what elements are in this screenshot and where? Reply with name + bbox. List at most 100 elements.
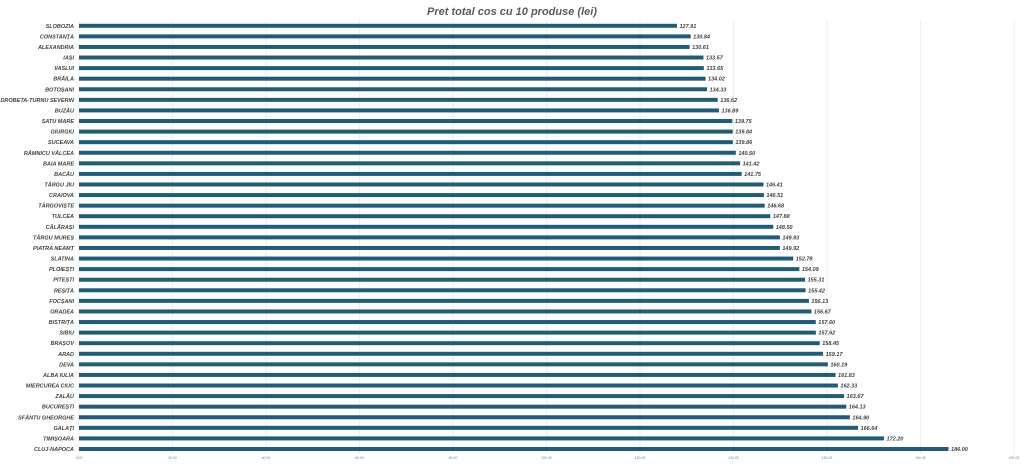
data-label: 141.75 [744, 172, 762, 178]
x-tick-label: 140.00 [728, 456, 739, 460]
x-tick-label: 80.00 [449, 456, 458, 460]
bar [79, 235, 780, 240]
category-label: VASLUI [54, 66, 74, 72]
category-label: ORADEA [50, 309, 74, 315]
bar [79, 404, 847, 409]
data-label: 149.92 [782, 246, 799, 252]
category-label: GALAȚI [54, 426, 75, 432]
category-label: CĂLĂRAȘI [46, 224, 75, 231]
bar [79, 288, 806, 293]
data-label: 149.93 [782, 235, 799, 241]
bar [79, 182, 764, 187]
bar [79, 330, 816, 335]
category-label: RÂMNICU VÂLCEA [24, 150, 74, 157]
data-label: 164.13 [849, 405, 866, 411]
category-label: BRĂILA [53, 76, 74, 83]
bar [79, 415, 850, 420]
data-label: 152.78 [796, 257, 814, 263]
category-label: BISTRIȚA [49, 320, 74, 326]
data-label: 139.75 [735, 119, 753, 125]
category-label: BRAȘOV [50, 341, 75, 347]
data-label: 146.51 [766, 193, 783, 199]
x-tick-label: 0.00 [76, 456, 83, 460]
data-label: 172.20 [887, 436, 904, 442]
bar [79, 203, 765, 208]
category-label: CRAIOVA [49, 193, 74, 199]
bar [79, 309, 812, 314]
category-label: TULCEA [52, 214, 74, 220]
x-tick-label: 160.00 [822, 456, 833, 460]
x-tick-label: 60.00 [355, 456, 364, 460]
bar [79, 23, 677, 28]
category-label: PITEȘTI [53, 278, 74, 284]
category-label: DEVA [59, 362, 74, 368]
data-label: 134.02 [708, 77, 725, 83]
data-label: 136.62 [720, 98, 737, 104]
bar [79, 171, 742, 176]
bar [79, 245, 780, 250]
data-label: 127.91 [679, 24, 696, 30]
bar [79, 341, 820, 346]
category-label: IAȘI [63, 56, 74, 62]
bar [79, 66, 704, 71]
bar [79, 129, 733, 134]
category-label: ARAD [57, 352, 74, 358]
bar [79, 224, 774, 229]
data-label: 186.00 [951, 447, 968, 453]
data-label: 134.33 [709, 87, 726, 93]
bar [79, 351, 824, 356]
category-label: TIMIȘOARA [43, 436, 74, 442]
data-label: 157.60 [818, 320, 835, 326]
data-label: 157.62 [818, 331, 835, 337]
bar [79, 193, 764, 198]
x-tick-label: 180.00 [915, 456, 926, 460]
category-label: TÂRGU MUREȘ [33, 234, 74, 241]
data-label: 139.84 [735, 130, 752, 136]
category-label: ALEXANDRIA [37, 45, 74, 51]
data-label: 141.42 [743, 161, 760, 167]
data-label: 164.90 [852, 415, 869, 421]
bar [79, 425, 859, 430]
category-label: CLUJ-NAPOCA [34, 447, 74, 453]
bar [79, 298, 809, 303]
bar [79, 214, 771, 219]
category-label: BAIA MARE [43, 161, 74, 167]
category-label: BACĂU [54, 171, 75, 178]
data-label: 162.33 [840, 384, 857, 390]
category-label: TÂRGOVIȘTE [38, 203, 74, 210]
bar [79, 76, 706, 81]
category-label: SLOBOZIA [46, 24, 74, 30]
data-label: 155.31 [808, 278, 825, 284]
category-label: BUZĂU [55, 107, 75, 114]
data-label: 159.17 [826, 352, 844, 358]
category-label: SLATINA [51, 257, 74, 263]
bar [79, 394, 845, 399]
data-label: 156.13 [811, 299, 828, 305]
x-tick-label: 200.00 [1009, 456, 1020, 460]
category-label: BOTOȘANI [45, 87, 74, 93]
data-label: 154.09 [802, 267, 820, 273]
data-label: 163.67 [847, 394, 865, 400]
bar [79, 383, 838, 388]
x-tick-label: 100.00 [541, 456, 552, 460]
category-labels: SLOBOZIA CONSTANȚA ALEXANDRIA IAȘI VASLUI BRĂ… [0, 24, 75, 453]
data-label: 130.84 [693, 34, 710, 40]
data-label: 139.86 [735, 140, 753, 146]
bar [79, 320, 816, 325]
chart-title: Pret total cos cu 10 produse (lei) [427, 6, 597, 18]
data-label: 146.41 [766, 182, 783, 188]
category-label: ALBA IULIA [42, 373, 74, 379]
bar [79, 161, 741, 166]
category-label: MIERCUREA CIUC [26, 384, 75, 390]
data-label: 133.65 [706, 66, 724, 72]
category-label: GIURGIU [50, 130, 75, 136]
data-label: 160.19 [830, 362, 848, 368]
bar [79, 34, 691, 39]
bar [79, 140, 733, 145]
category-label: SUCEAVA [48, 140, 74, 146]
category-label: PIATRA NEAMȚ [33, 246, 75, 252]
category-label: BUCUREȘTI [42, 405, 75, 411]
category-label: DROBETA-TURNU SEVERIN [0, 98, 75, 104]
bar [79, 372, 836, 377]
